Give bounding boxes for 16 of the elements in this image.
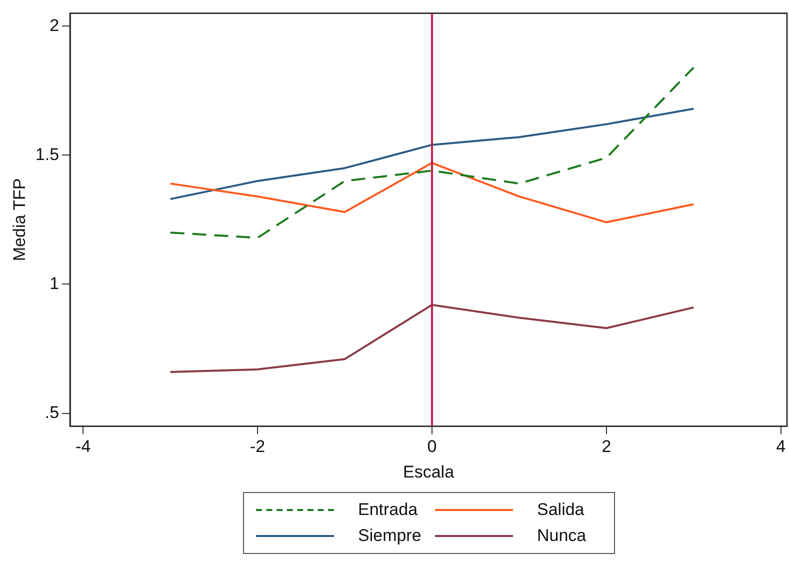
x-axis-title: Escala (403, 462, 455, 482)
x-tick-label: 2 (602, 437, 612, 456)
x-tick-label: 4 (776, 437, 786, 456)
legend-label: Salida (537, 500, 584, 520)
y-axis-title: Media TFP (10, 178, 29, 262)
x-tick-label: 0 (427, 437, 437, 456)
x-tick-label: -2 (250, 437, 266, 456)
legend-label: Entrada (358, 500, 418, 520)
legend-label: Nunca (537, 526, 586, 546)
legend-label: Siempre (358, 526, 422, 546)
y-tick-label: .5 (44, 402, 60, 422)
x-tick-label: -4 (76, 437, 91, 456)
y-tick-label: 2 (50, 16, 60, 35)
y-tick-label: 1 (50, 274, 60, 293)
y-tick-label: 1.5 (35, 144, 60, 164)
line-series (169, 66, 695, 239)
